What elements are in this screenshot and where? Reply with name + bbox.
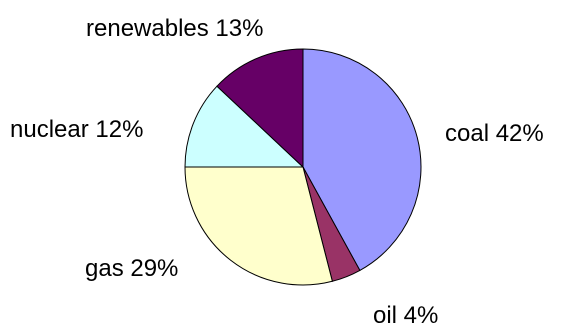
- label-nuclear: nuclear 12%: [10, 116, 143, 143]
- label-coal: coal 42%: [445, 120, 544, 147]
- slice-coal: [302, 48, 422, 272]
- slice-gas: [184, 166, 333, 286]
- pie-labels: coal 42% oil 4% gas 29% nuclear 12% rene…: [10, 15, 544, 327]
- label-oil: oil 4%: [373, 302, 438, 327]
- pie-slices: [184, 48, 422, 286]
- label-renewables: renewables 13%: [86, 15, 263, 42]
- slice-renewables: [216, 48, 304, 169]
- slice-nuclear: [184, 85, 305, 168]
- label-gas: gas 29%: [85, 255, 178, 282]
